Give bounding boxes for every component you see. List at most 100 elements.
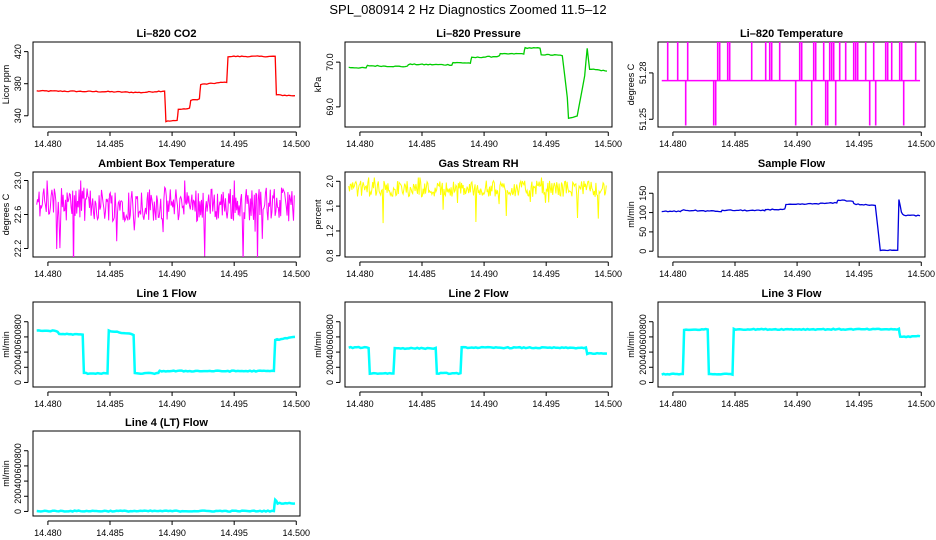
y-tick-label: 600: [13, 329, 23, 344]
y-tick-label: 0: [325, 380, 335, 385]
x-tick-label: 14.480: [659, 269, 687, 279]
x-tick-label: 14.480: [346, 269, 374, 279]
panel-title: Line 4 (LT) Flow: [125, 417, 208, 429]
x-tick-label: 14.500: [283, 269, 311, 279]
panel-title: Li–820 Temperature: [740, 28, 843, 40]
y-tick-label: 2.0: [325, 175, 335, 188]
x-tick-label: 14.490: [783, 139, 811, 149]
x-tick-label: 14.500: [595, 269, 623, 279]
x-tick-label: 14.500: [283, 139, 311, 149]
x-tick-label: 14.500: [908, 269, 936, 279]
plot-frame: [344, 41, 613, 128]
y-axis-label: ml/min: [626, 331, 636, 358]
x-tick-label: 14.500: [283, 528, 311, 538]
plot-frame: [32, 430, 301, 517]
x-tick-label: 14.495: [220, 269, 248, 279]
y-tick-label: 51.28: [638, 62, 648, 85]
chart-panel-10: Line 4 (LT) Flow 14.480 14.485 14.490 14.495…: [1, 417, 310, 538]
series-line: [348, 177, 607, 224]
x-tick-label: 14.495: [845, 139, 873, 149]
plot-frame: [32, 301, 301, 388]
y-axis-label: degrees C: [1, 193, 11, 235]
x-tick-label: 14.480: [346, 139, 374, 149]
x-tick-label: 14.480: [659, 139, 687, 149]
y-tick-label: 400: [325, 345, 335, 360]
y-tick-label: 420: [13, 44, 23, 59]
plot-frame: [32, 171, 301, 258]
y-axis-label: ml/min: [313, 331, 323, 358]
plot-frame: [657, 301, 926, 388]
x-tick-label: 14.490: [783, 399, 811, 409]
x-tick-label: 14.490: [158, 399, 186, 409]
x-tick-label: 14.485: [721, 399, 749, 409]
y-tick-label: 51.25: [638, 108, 648, 131]
x-tick-label: 14.500: [595, 139, 623, 149]
x-tick-label: 14.485: [96, 399, 124, 409]
chart-panel-1: Li–820 CO2 14.480 14.485 14.490 14.495 14.500…: [1, 28, 310, 149]
y-tick-label: 69.0: [325, 98, 335, 116]
x-tick-label: 14.485: [96, 528, 124, 538]
y-tick-label: 380: [13, 76, 23, 91]
x-tick-label: 14.495: [532, 269, 560, 279]
plot-frame: [32, 41, 301, 128]
series-line: [36, 180, 295, 257]
x-tick-label: 14.485: [96, 269, 124, 279]
plot-frame: [344, 301, 613, 388]
y-tick-label: 600: [13, 458, 23, 473]
series-line: [348, 345, 608, 376]
y-tick-label: 800: [13, 314, 23, 329]
y-tick-label: 150: [638, 186, 648, 201]
x-tick-label: 14.485: [408, 399, 436, 409]
panel-title: Sample Flow: [758, 158, 826, 170]
panel-title: Gas Stream RH: [438, 158, 518, 170]
chart-panel-2: Li–820 Pressure 14.480 14.485 14.490 14.495 1…: [313, 28, 622, 149]
x-tick-label: 14.480: [346, 399, 374, 409]
x-tick-label: 14.490: [158, 528, 186, 538]
y-tick-label: 600: [325, 329, 335, 344]
y-axis-label: Licor ppm: [1, 65, 11, 105]
y-axis-label: ml/min: [626, 201, 636, 228]
y-axis-label: kPa: [313, 77, 323, 93]
series-line: [661, 326, 921, 377]
y-tick-label: 0: [638, 249, 648, 254]
x-tick-label: 14.480: [34, 269, 62, 279]
y-tick-label: 1.6: [325, 200, 335, 213]
y-tick-label: 400: [638, 345, 648, 360]
y-tick-label: 200: [325, 360, 335, 375]
y-tick-label: 23.0: [13, 172, 23, 190]
main-title: SPL_080914 2 Hz Diagnostics Zoomed 11.5–…: [329, 2, 607, 17]
y-tick-label: 1.2: [325, 225, 335, 238]
series-line: [348, 46, 608, 120]
x-tick-label: 14.490: [783, 269, 811, 279]
y-axis-label: degrees C: [626, 63, 636, 105]
panel-title: Line 1 Flow: [137, 288, 197, 300]
x-tick-label: 14.495: [220, 528, 248, 538]
x-tick-label: 14.485: [408, 139, 436, 149]
chart-panel-3: Li–820 Temperature 14.480 14.485 14.490 14.4…: [626, 28, 935, 149]
y-tick-label: 200: [13, 360, 23, 375]
series-line: [36, 55, 296, 123]
x-tick-label: 14.480: [34, 528, 62, 538]
chart-panel-8: Line 2 Flow 14.480 14.485 14.490 14.495 14.50…: [313, 288, 622, 409]
series-line: [661, 199, 921, 252]
chart-panel-5: Gas Stream RH 14.480 14.485 14.490 14.495 14.…: [313, 158, 622, 279]
panel-title: Li–820 CO2: [137, 28, 197, 40]
chart-panel-7: Line 1 Flow 14.480 14.485 14.490 14.495 14.50…: [1, 288, 310, 409]
y-tick-label: 0: [13, 509, 23, 514]
y-tick-label: 340: [13, 108, 23, 123]
y-tick-label: 70.0: [325, 53, 335, 71]
x-tick-label: 14.485: [408, 269, 436, 279]
series-line: [36, 328, 296, 376]
x-tick-label: 14.480: [34, 139, 62, 149]
y-tick-label: 800: [325, 314, 335, 329]
x-tick-label: 14.495: [845, 399, 873, 409]
x-tick-label: 14.495: [845, 269, 873, 279]
x-tick-label: 14.490: [470, 269, 498, 279]
plot-frame: [657, 41, 926, 128]
chart-panel-6: Sample Flow 14.480 14.485 14.490 14.495 14.50…: [626, 158, 935, 279]
y-tick-label: 0: [13, 380, 23, 385]
panel-title: Line 3 Flow: [762, 288, 822, 300]
x-tick-label: 14.500: [908, 139, 936, 149]
y-axis-label: percent: [313, 199, 323, 230]
